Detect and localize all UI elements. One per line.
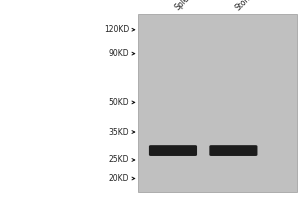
Text: 120KD: 120KD [104,25,129,34]
Bar [138,14,297,192]
Text: Stomach: Stomach [233,0,263,12]
FancyBboxPatch shape [149,145,197,156]
Text: Spleen: Spleen [173,0,198,12]
Text: 20KD: 20KD [109,174,129,183]
FancyBboxPatch shape [209,145,257,156]
Text: 90KD: 90KD [108,49,129,58]
Text: 25KD: 25KD [109,155,129,164]
Text: 35KD: 35KD [108,128,129,137]
Text: 50KD: 50KD [108,98,129,107]
